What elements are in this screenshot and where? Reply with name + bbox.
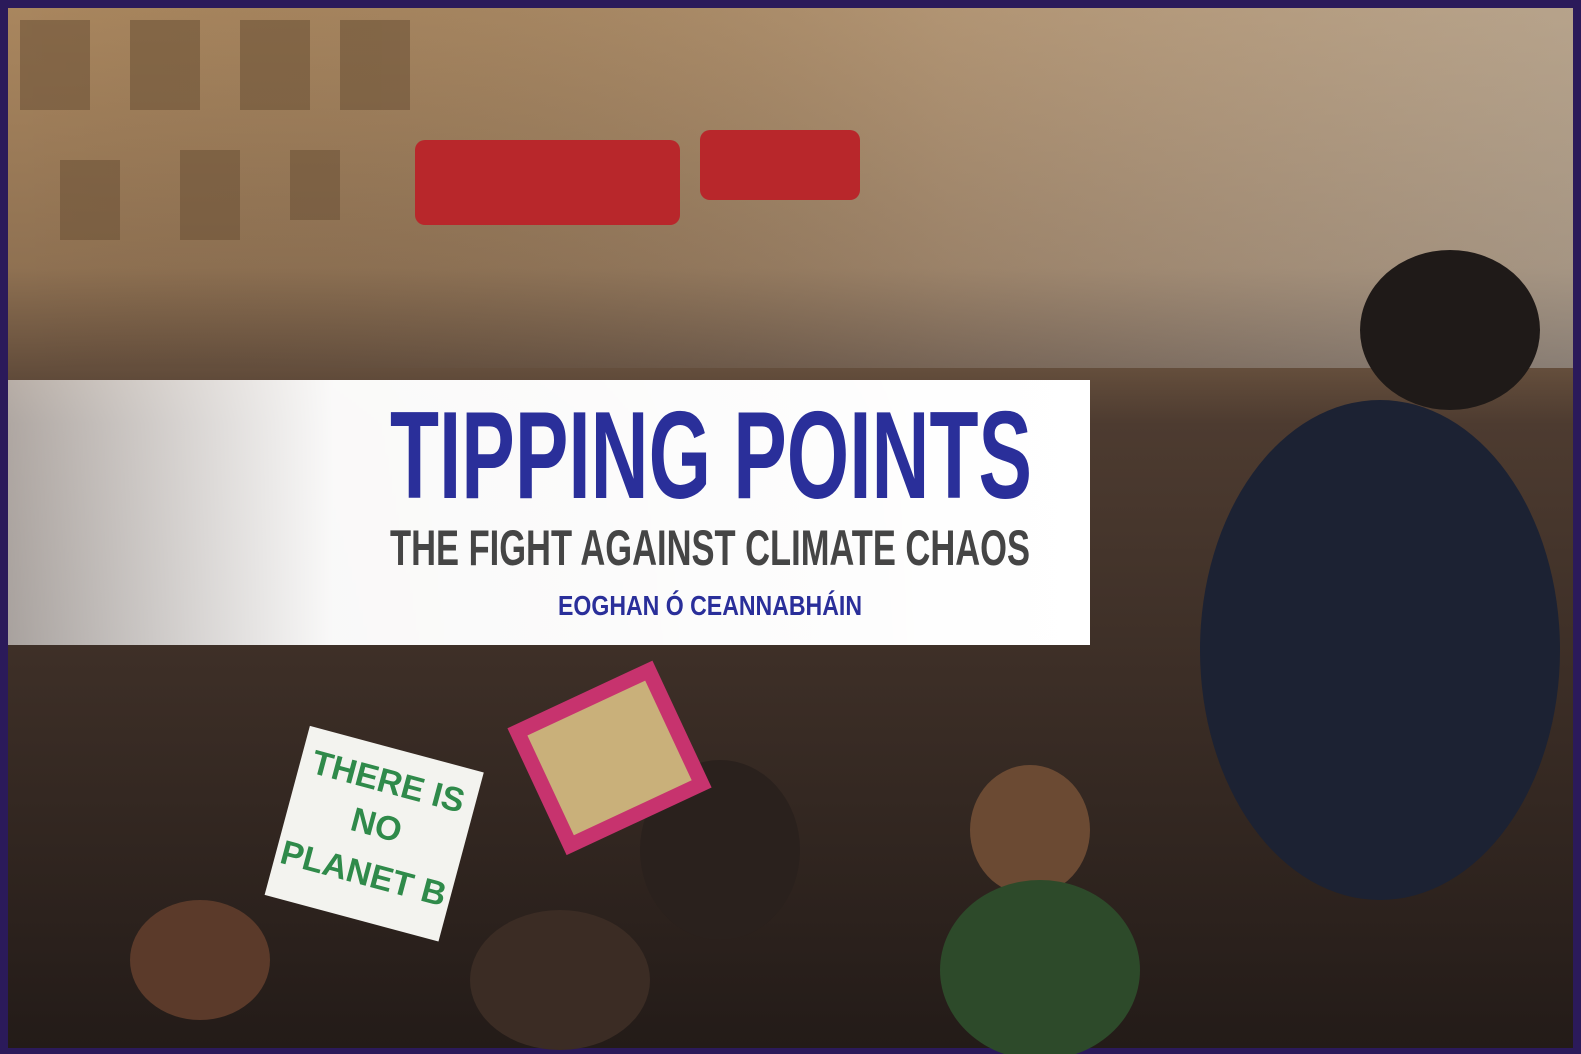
subtitle: THE FIGHT AGAINST CLIMATE CHAOS bbox=[390, 520, 1030, 576]
page: THERE IS NO PLANET B TIPPING POINTS THE … bbox=[0, 0, 1581, 1054]
title: TIPPING POINTS bbox=[390, 387, 1032, 525]
author: EOGHAN Ó CEANNABHÁIN bbox=[558, 590, 862, 621]
book-cover: THERE IS NO PLANET B TIPPING POINTS THE … bbox=[0, 0, 1581, 1054]
